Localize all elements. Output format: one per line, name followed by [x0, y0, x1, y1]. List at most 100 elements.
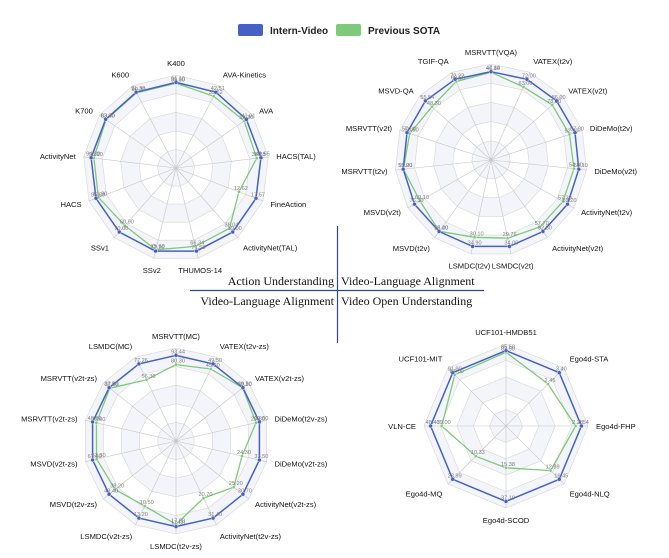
value-label-previous-sota-ego4d-nlq: 12.89	[546, 465, 560, 471]
axis-label-lsmdc-t2v: LSMDC(t2v)	[449, 262, 491, 271]
data-point-previous-sota-ego4d-fhp	[573, 424, 578, 428]
axis-label-ucf101-mit: UCF101-MIT	[399, 354, 443, 363]
radar-spoke	[490, 95, 563, 161]
radar-spoke	[451, 72, 492, 161]
data-point-intern-video-msrvtt-t2v	[401, 166, 406, 172]
value-label-intern-video-vatex-v2t-zs: 69.50	[238, 382, 252, 388]
legend-swatch-previous-sota	[336, 24, 361, 36]
axis-label-didemo-t2v-zs: DiDeMo(t2v-zs)	[275, 415, 328, 424]
radar-chart-video-language-alignment-zero-shot: 93.44 49.50 69.50 31.50 33.50 30.70 31.40 17.60…	[21, 332, 328, 551]
axis-label-hacs-tal: HACS(TAL)	[276, 152, 316, 161]
radar-spoke	[99, 114, 177, 169]
data-point-intern-video-msvd-t2v	[436, 229, 442, 234]
axis-label-ego4d-fhp: Ego4d-FHP	[596, 422, 636, 431]
data-point-previous-sota-activitynet-v2t-zs	[231, 485, 236, 489]
axis-label-ssv1: SSv1	[91, 244, 109, 253]
value-label-previous-sota-ssv1: 60.90	[120, 220, 134, 226]
radar-spoke	[175, 382, 249, 442]
radar-spoke	[505, 367, 565, 427]
radar-spoke	[434, 159, 492, 238]
value-label-intern-video-lsmdc-v2t: 34.00	[504, 240, 518, 246]
radar-spoke	[175, 167, 238, 238]
value-label-intern-video-ssv2: 77.20	[151, 245, 165, 251]
radar-grid	[85, 347, 268, 535]
axis-label-activitynet: ActivityNet	[40, 152, 77, 161]
value-label-previous-sota-tgif-qa: 69.50	[451, 76, 465, 82]
radar-spoke	[395, 159, 492, 171]
radar-spoke	[407, 159, 492, 209]
value-label-previous-sota-ava: 39.30	[239, 115, 253, 121]
data-point-intern-video-activitynet-v2t-zs	[240, 492, 246, 497]
data-point-previous-sota-vln-ce	[439, 424, 444, 428]
value-label-intern-video-didemo-v2t: 59.10	[574, 163, 588, 169]
value-label-intern-video-msrvtt-mc: 93.44	[171, 349, 185, 355]
value-label-intern-video-ucf101-mit: 91.90	[448, 367, 462, 373]
value-label-previous-sota-ava-kinetics: 39.62	[209, 90, 223, 96]
data-point-intern-video-lsmdc-v2t-zs	[136, 515, 142, 521]
data-point-intern-video-ego4d-nlq	[557, 477, 562, 482]
value-label-previous-sota-activitynet-t2v: 57.30	[558, 196, 572, 202]
axis-label-k700: K700	[75, 107, 93, 116]
axis-label-thumos-14: THUMOS-14	[178, 266, 222, 275]
value-label-previous-sota-hacs: 91.90	[93, 191, 107, 197]
axis-label-activitynet-t2v: ActivityNet(t2v)	[581, 208, 633, 217]
value-label-intern-video-ssv1: 70.00	[114, 226, 128, 232]
data-point-intern-video-vatex-v2t-zs	[240, 385, 246, 390]
value-label-intern-video-lsmdc-t2v: 34.90	[468, 240, 482, 246]
value-label-previous-sota-thumos-14: 66.34	[190, 240, 204, 246]
value-label-intern-video-didemo-t2v-zs: 31.50	[254, 416, 268, 422]
data-point-previous-sota-activitynet-tal	[227, 226, 232, 231]
value-label-previous-sota-k700: 83.40	[101, 114, 115, 120]
value-label-intern-video-activitynet-t2v: 62.20	[563, 198, 577, 204]
section-dividers	[190, 226, 484, 343]
axis-label-ego4d-mq: Ego4d-MQ	[406, 490, 443, 499]
data-point-intern-video-ava	[244, 117, 249, 122]
axis-label-msvd-v2t: MSVD(v2t)	[364, 208, 402, 217]
axis-label-msvd-t2v: MSVD(t2v)	[393, 244, 431, 253]
value-label-intern-video-didemo-t2v: 57.90	[570, 127, 584, 133]
radar-spoke	[135, 440, 177, 525]
value-label-intern-video-msvd-t2v: 58.40	[434, 226, 448, 232]
value-label-previous-sota-ego4d-mq: 10.33	[471, 450, 485, 456]
data-point-intern-video-didemo-t2v-zs	[257, 419, 262, 425]
data-point-previous-sota-lsmdc-v2t	[505, 236, 510, 240]
data-point-previous-sota-vatex-v2t	[550, 103, 555, 107]
value-label-intern-video-activitynet: 94.30	[86, 152, 100, 158]
series-line-previous-sota	[93, 82, 258, 251]
axis-label-ucf101-hmdb51: UCF101-HMDB51	[475, 328, 537, 337]
data-point-intern-video-lsmdc-t2v-zs	[173, 524, 179, 529]
value-label-previous-sota-hacs-tal: 38.85	[252, 152, 266, 158]
data-point-intern-video-didemo-t2v	[572, 130, 578, 135]
data-point-previous-sota-activitynet-v2t	[537, 225, 542, 229]
data-point-intern-video-activitynet-t2v-zs	[210, 515, 216, 521]
value-label-previous-sota-ego4d-fhp: 2.28	[572, 420, 583, 426]
data-point-intern-video-activitynet-tal	[230, 229, 235, 235]
section-label-video-language-alignment-top: Video-Language Alignment	[341, 274, 475, 288]
legend-swatch-intern-video	[238, 24, 263, 36]
radar-spoke	[399, 130, 492, 161]
axis-label-vatex-v2t: VATEX(v2t)	[568, 86, 607, 95]
data-point-intern-video-ego4d-mq	[450, 477, 455, 482]
value-label-intern-video-activitynet-t2v-zs: 31.40	[208, 512, 222, 518]
data-point-intern-video-ucf101-hmdb51	[503, 348, 509, 353]
value-label-previous-sota-ucf101-mit: 87.00	[450, 369, 464, 375]
data-point-intern-video-lsmdc-mc	[136, 361, 142, 367]
data-point-intern-video-ego4d-scod	[503, 499, 509, 504]
axis-label-msrvtt-mc: MSRVTT(MC)	[152, 332, 200, 341]
data-point-intern-video-vatex-v2t	[554, 98, 559, 104]
value-label-intern-video-k700: 83.90	[101, 113, 115, 119]
data-point-intern-video-msrvtt-v2t-zs	[106, 385, 112, 390]
data-point-previous-sota-hacs-tal	[254, 156, 259, 160]
value-label-previous-sota-msrvtt-v2t: 55.50	[405, 128, 419, 134]
axis-label-ava: AVA	[259, 107, 274, 116]
axis-label-vatex-t2v-zs: VATEX(t2v-zs)	[220, 342, 270, 351]
axis-label-ava-kinetics: AVA-Kinetics	[223, 71, 266, 80]
value-label-previous-sota-didemo-v2t-zs: 24.30	[237, 450, 251, 456]
value-label-intern-video-ava: 41.01	[241, 113, 255, 119]
value-label-previous-sota-msvd-qa: 48.30	[427, 101, 441, 107]
axis-label-vatex-t2v: VATEX(t2v)	[533, 57, 572, 66]
series-line-intern-video	[402, 70, 580, 248]
value-label-intern-video-msrvtt-v2t-zs: 40.00	[88, 416, 102, 422]
axis-label-lsmdc-mc: LSMDC(MC)	[89, 342, 133, 351]
